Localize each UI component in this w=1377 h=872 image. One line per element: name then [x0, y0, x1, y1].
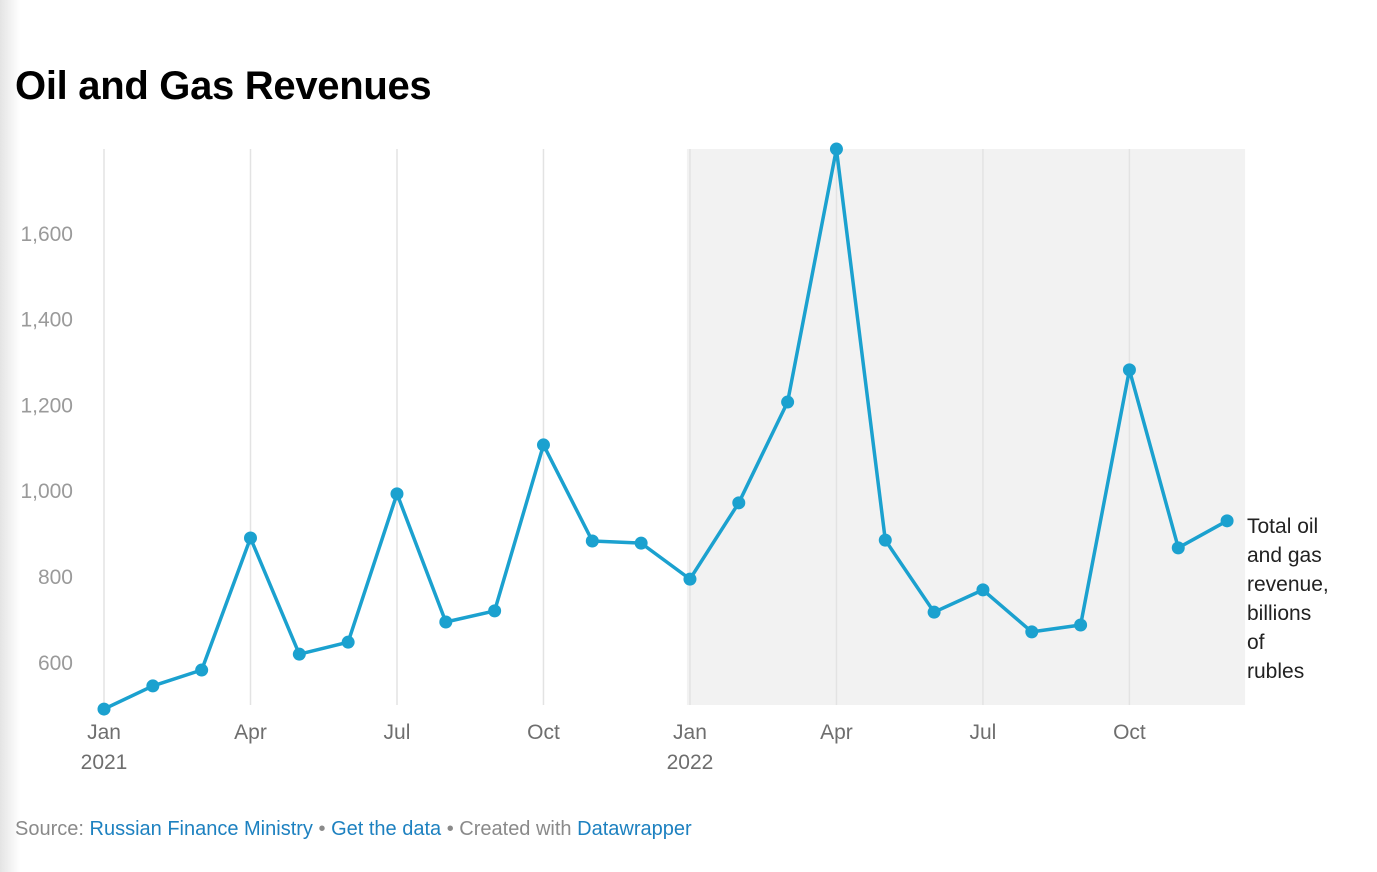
data-point	[878, 533, 892, 547]
series-label-line: rubles	[1247, 660, 1305, 683]
data-point	[781, 395, 795, 409]
y-tick-label: 600	[38, 652, 73, 675]
separator-dot: •	[318, 818, 326, 840]
series-label-line: and gas	[1247, 544, 1322, 567]
series-label-line: of	[1247, 631, 1265, 654]
series-end-label: Total oil and gas revenue, billions of r…	[1247, 512, 1367, 686]
data-point	[1074, 618, 1088, 632]
data-point	[927, 605, 941, 619]
y-tick-label: 1,200	[20, 394, 73, 417]
data-point	[390, 487, 404, 501]
x-tick-label: Apr	[820, 721, 853, 744]
data-point	[732, 496, 746, 510]
page-edge-shadow	[0, 0, 20, 872]
get-data-link[interactable]: Get the data	[331, 818, 442, 840]
created-with-text: Created with	[459, 818, 572, 840]
series-line	[103, 147, 1228, 711]
datawrapper-link[interactable]: Datawrapper	[577, 818, 692, 840]
data-point	[634, 536, 648, 550]
x-tick-label: Jul	[970, 721, 997, 744]
y-tick-label: 1,600	[20, 223, 73, 246]
data-point	[1122, 363, 1136, 377]
data-point	[146, 679, 160, 693]
data-point	[683, 572, 697, 586]
x-tick-label: Jan	[673, 721, 707, 744]
x-tick-year-label: 2022	[667, 751, 714, 774]
y-tick-label: 800	[38, 566, 73, 589]
data-point	[341, 635, 355, 649]
chart-footer: Source: Russian Finance Ministry • Get t…	[15, 818, 692, 841]
highlight-region-2022	[686, 149, 1246, 705]
chart-title: Oil and Gas Revenues	[15, 64, 432, 108]
series-label-line: billions	[1247, 602, 1312, 625]
data-point	[243, 531, 257, 545]
data-point	[585, 534, 599, 548]
data-point	[976, 583, 990, 597]
series-label-line: revenue,	[1247, 573, 1329, 596]
data-point	[1025, 625, 1039, 639]
x-tick-label: Jan	[87, 721, 121, 744]
source-prefix: Source:	[15, 818, 84, 840]
data-point	[536, 438, 550, 452]
data-point	[1171, 541, 1185, 555]
data-point	[829, 142, 843, 156]
y-tick-label: 1,000	[20, 480, 73, 503]
x-tick-label: Oct	[527, 721, 560, 744]
data-point	[195, 663, 209, 677]
y-tick-label: 1,400	[20, 309, 73, 332]
data-point	[97, 702, 111, 716]
x-tick-year-label: 2021	[81, 751, 128, 774]
separator-dot: •	[446, 818, 454, 840]
data-point	[1220, 514, 1234, 528]
source-link[interactable]: Russian Finance Ministry	[89, 818, 313, 840]
x-tick-label: Oct	[1113, 721, 1146, 744]
data-point	[488, 604, 502, 618]
series-label-line: Total oil	[1247, 515, 1319, 538]
data-point	[439, 615, 453, 629]
x-tick-label: Jul	[384, 721, 411, 744]
x-tick-label: Apr	[234, 721, 267, 744]
data-point	[292, 647, 306, 661]
